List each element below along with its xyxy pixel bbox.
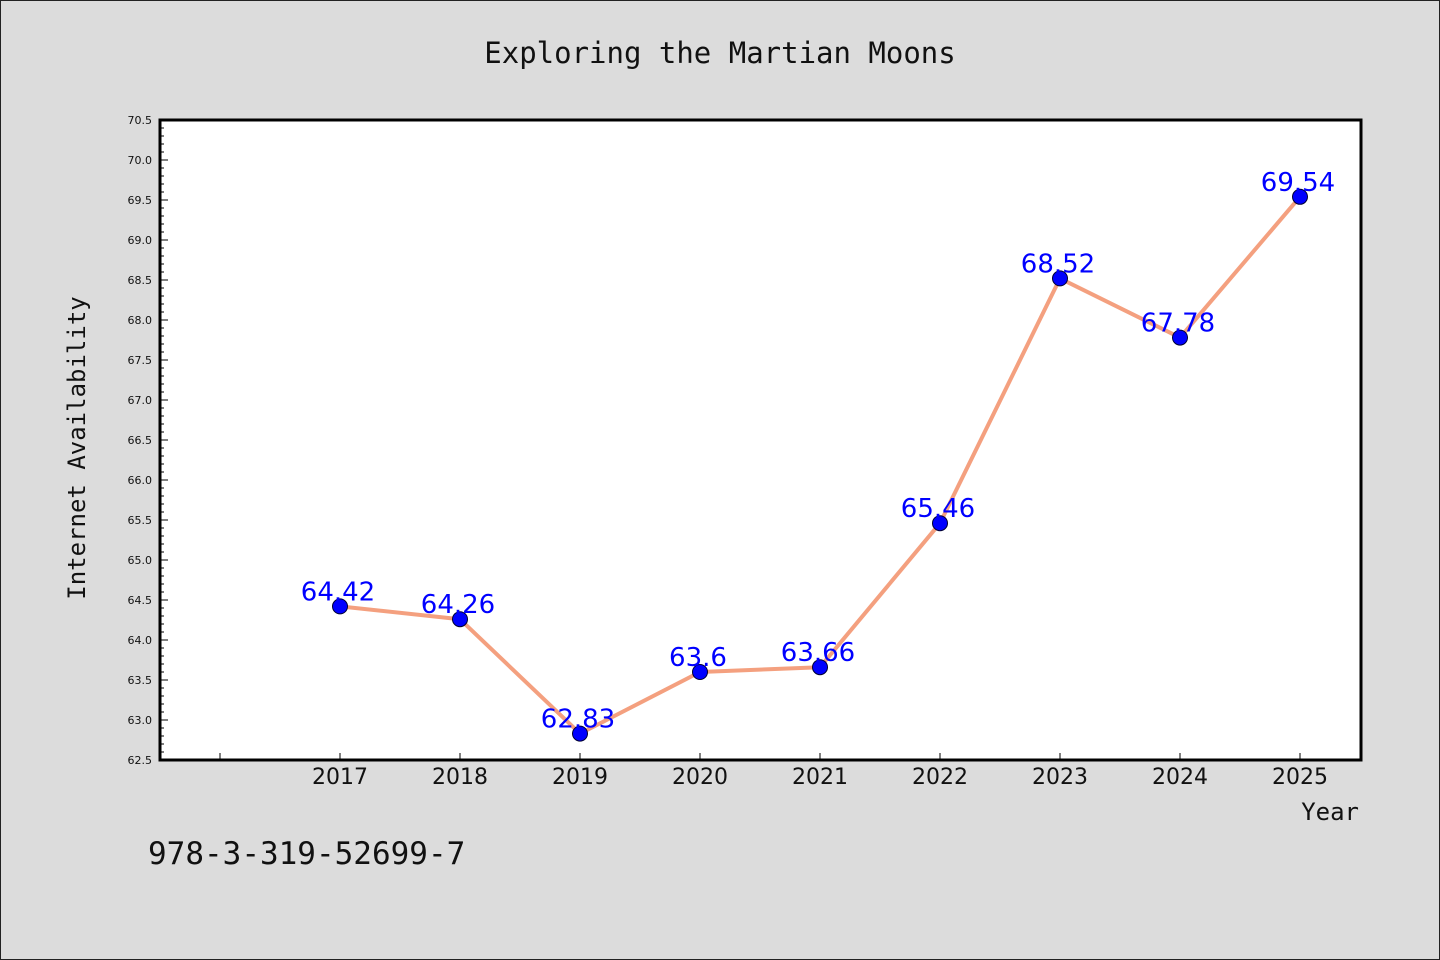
y-tick-label: 69.5 — [128, 194, 153, 207]
x-tick-label: 2020 — [672, 765, 728, 790]
data-point — [452, 611, 468, 628]
data-point — [1052, 270, 1068, 287]
y-tick-label: 65.0 — [128, 554, 153, 567]
data-label: 64.26 — [421, 590, 495, 620]
data-label: 63.66 — [781, 638, 855, 668]
x-tick-label: 2024 — [1152, 765, 1208, 790]
x-tick-label: 2017 — [312, 765, 368, 790]
data-point — [812, 659, 828, 676]
y-tick-label: 64.0 — [128, 634, 153, 647]
data-label: 65.46 — [901, 494, 975, 524]
data-point — [692, 664, 708, 680]
x-tick-label: 2023 — [1032, 765, 1088, 790]
y-tick-label: 70.0 — [128, 154, 153, 167]
chart-title: Exploring the Martian Moons — [484, 36, 955, 70]
y-axis-label: Internet Availability — [63, 296, 91, 599]
y-tick-label: 64.5 — [128, 594, 153, 607]
x-tick-label: 2025 — [1272, 765, 1328, 790]
y-tick-label: 65.5 — [128, 514, 153, 527]
data-series — [332, 188, 1308, 742]
x-tick-label: 2022 — [912, 765, 968, 790]
data-labels: 64.42 64.26 62.83 63.6 63.66 65.46 68.52 67.78 6… — [301, 168, 1335, 735]
x-tick-label: 2021 — [792, 765, 848, 790]
y-tick-label: 66.0 — [128, 474, 153, 487]
x-tick-label: 2018 — [432, 765, 488, 790]
data-point — [1292, 188, 1308, 205]
y-tick-label: 63.5 — [128, 674, 153, 687]
x-tick-label: 2019 — [552, 765, 608, 790]
x-axis-ticks: 2017 2018 2019 2020 2021 2022 2023 2024 2025 — [219, 753, 1328, 790]
y-tick-label: 62.5 — [128, 754, 153, 767]
data-point — [1172, 329, 1188, 346]
y-tick-label: 70.5 — [128, 114, 153, 127]
plot-area — [158, 118, 1363, 762]
x-axis-label: Year — [1301, 798, 1359, 826]
y-tick-label: 67.0 — [128, 394, 153, 407]
data-point — [332, 598, 348, 615]
y-tick-label: 67.5 — [128, 354, 153, 367]
y-tick-label: 68.5 — [128, 274, 153, 287]
data-label: 63.6 — [669, 643, 727, 673]
data-label: 64.42 — [301, 577, 375, 607]
y-tick-label: 63.0 — [128, 714, 153, 727]
y-tick-label: 69.0 — [128, 234, 153, 247]
y-axis-ticks: 62.5 63.0 63.5 64.0 64.5 65.0 65.5 66.0 66.5 67.0… — [128, 114, 168, 767]
data-label: 67.78 — [1141, 309, 1215, 339]
footer-code: 978-3-319-52699-7 — [148, 836, 465, 872]
data-label: 62.83 — [541, 705, 615, 735]
y-tick-label: 68.0 — [128, 314, 153, 327]
data-label: 68.52 — [1021, 249, 1095, 279]
data-point — [572, 725, 588, 742]
y-tick-label: 66.5 — [128, 434, 153, 447]
data-label: 69.54 — [1261, 168, 1335, 198]
data-point — [932, 515, 948, 532]
